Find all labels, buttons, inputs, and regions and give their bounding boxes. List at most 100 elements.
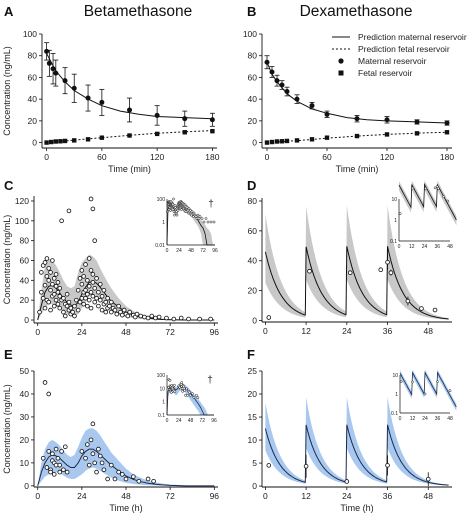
inset-y-tick-label: 10: [159, 386, 165, 392]
observed-point: [51, 276, 57, 281]
inset-band: [399, 180, 457, 226]
observed-point: [66, 299, 72, 305]
observed-point: [77, 276, 83, 281]
observed-point: [55, 280, 61, 285]
inset-x-tick-label: 72: [199, 418, 205, 424]
observed-point: [57, 462, 63, 468]
observed-point: [72, 303, 77, 309]
y-tick-label: 30: [20, 412, 30, 422]
maternal-point: [154, 112, 160, 118]
observed-point: [131, 474, 136, 479]
observed-point: [75, 287, 81, 293]
observed-point: [66, 208, 72, 214]
fetal-point: [274, 139, 280, 144]
fetal-point: [269, 139, 275, 145]
maternal-point: [284, 89, 290, 95]
fetal-point: [279, 139, 285, 144]
y-tick-label: 20: [20, 295, 30, 305]
observed-point: [88, 268, 94, 273]
inset-point: [200, 217, 204, 220]
inset-x-tick-label: 96: [211, 418, 217, 424]
observed-point: [123, 476, 129, 482]
observed-point: [88, 196, 94, 202]
observed-point: [68, 305, 74, 311]
y-tick-label: 80: [248, 51, 258, 61]
fetal-point: [309, 137, 315, 142]
observed-point: [127, 309, 132, 315]
panel-label: B: [247, 4, 256, 19]
inset-x-tick-label: 24: [176, 418, 182, 424]
observed-point: [108, 309, 114, 315]
panel-label: D: [247, 178, 256, 193]
x-tick-label: 120: [380, 152, 394, 162]
inset-y-tick-label: 100: [157, 373, 166, 379]
observed-point: [145, 476, 151, 482]
y-tick-label: 20: [248, 116, 258, 126]
maternal-point: [384, 117, 390, 123]
observed-point: [46, 449, 52, 454]
observed-point: [85, 278, 90, 283]
inset-point: [442, 195, 445, 198]
observed-point: [44, 465, 50, 470]
y-tick-label: 5: [252, 458, 257, 468]
x-tick-label: 120: [150, 152, 164, 162]
inset-point: [172, 383, 176, 387]
observed-point: [90, 293, 96, 299]
x-tick-label: 96: [210, 327, 220, 337]
maternal-point: [414, 119, 420, 125]
inset-x-tick-label: 48: [188, 418, 194, 424]
inset-x-tick-label: 48: [447, 416, 453, 422]
y-tick-label: 20: [248, 389, 258, 399]
fetal-point: [99, 135, 105, 140]
observed-point: [55, 301, 61, 307]
y-tick-label: 60: [20, 255, 30, 265]
observed-point: [156, 314, 162, 320]
observed-point: [171, 316, 177, 322]
y-axis-label: Concentration (ng/mL): [2, 215, 12, 305]
legend-maternal: Maternal reservoir: [358, 56, 427, 66]
panel-a: A 0 60 120 180 0 20 40 60 80 100 Time (min) Concentr…: [2, 4, 220, 174]
x-tick-label: 36: [383, 491, 393, 501]
observed-point: [405, 298, 411, 304]
inset-point: [183, 389, 186, 392]
y-tick-label: 100: [23, 29, 37, 39]
observed-point: [50, 451, 55, 456]
observed-point: [92, 299, 98, 305]
observed-point: [62, 313, 68, 319]
observed-point: [103, 309, 109, 315]
observed-point: [51, 472, 57, 477]
inset-point: [180, 381, 184, 384]
panel-label: F: [247, 347, 255, 362]
y-tick-label: 40: [248, 94, 258, 104]
observed-point: [197, 316, 202, 322]
maternal-point: [62, 78, 68, 84]
observed-point: [40, 295, 46, 301]
observed-point: [344, 479, 350, 484]
maternal-point: [53, 70, 59, 76]
observed-point: [94, 276, 99, 281]
y-tick-label: 80: [28, 51, 38, 61]
inset-x-tick-label: 48: [188, 248, 194, 254]
observed-point: [99, 460, 105, 466]
x-tick-label: 48: [121, 491, 131, 501]
observed-point: [347, 270, 353, 275]
x-axis-label: Time (min): [108, 164, 151, 174]
maternal-point: [99, 99, 105, 105]
inset-y-tick-label: 1: [162, 400, 165, 406]
maternal-point: [294, 96, 300, 102]
inset-point: [194, 215, 198, 218]
inset-point: [411, 186, 415, 190]
x-tick-label: 36: [383, 326, 393, 336]
y-tick-label: 20: [20, 435, 30, 445]
observed-point: [266, 463, 272, 468]
panel-b: B 0 60 120 180 0 20 40 60 80 100 Time (min): [243, 4, 455, 174]
fetal-point: [284, 138, 290, 144]
observed-point: [77, 299, 83, 305]
y-tick-label: 80: [20, 236, 30, 246]
maternal-point: [269, 69, 275, 75]
x-tick-label: 60: [322, 152, 332, 162]
maternal-point: [182, 116, 188, 122]
observed-point: [121, 307, 127, 313]
observed-point: [90, 451, 96, 456]
x-tick-label: 12: [301, 326, 311, 336]
